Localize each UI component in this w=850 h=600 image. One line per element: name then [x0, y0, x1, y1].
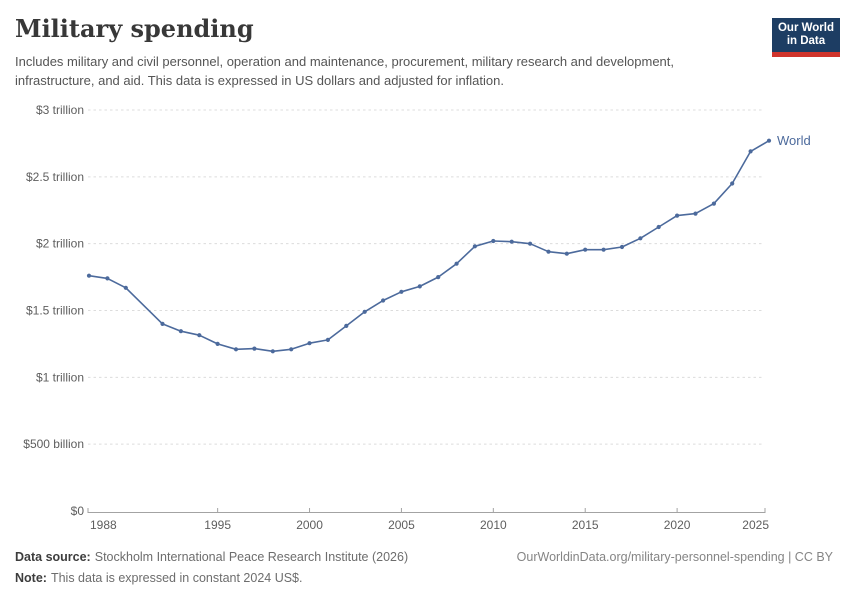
note-label: Note: — [15, 571, 47, 585]
data-point — [362, 309, 367, 314]
data-point — [491, 238, 496, 244]
owid-logo-line2: in Data — [786, 35, 826, 47]
x-tick-label: 2000 — [296, 518, 323, 532]
data-point — [546, 249, 551, 254]
x-axis-line — [87, 508, 766, 513]
data-point — [472, 244, 477, 249]
data-point — [178, 329, 183, 334]
x-tick-label: 2015 — [572, 518, 599, 532]
y-tick-label: $1 trillion — [36, 370, 84, 384]
data-point — [766, 138, 772, 143]
data-point — [675, 213, 680, 218]
y-tick-label: $0 — [71, 504, 85, 518]
data-point — [711, 201, 717, 206]
x-tick-label: 2020 — [664, 518, 691, 532]
data-source-label: Data source: — [15, 550, 91, 564]
x-tick-label: 2010 — [480, 518, 507, 532]
data-point — [270, 349, 275, 354]
series-line-world — [88, 140, 770, 353]
data-point — [528, 241, 533, 246]
note-line: Note: This data is expressed in constant … — [15, 568, 833, 589]
data-source-text: Stockholm International Peace Research I… — [94, 550, 409, 564]
data-point — [638, 236, 643, 241]
data-point — [399, 289, 404, 294]
data-point — [619, 244, 625, 250]
page-subtitle: Includes military and civil personnel, o… — [15, 54, 675, 88]
y-tick-label: $2 trillion — [36, 237, 84, 251]
data-point — [86, 273, 92, 278]
data-point — [454, 261, 459, 266]
data-point — [601, 247, 606, 252]
data-point — [197, 333, 202, 338]
data-point — [730, 181, 735, 186]
owid-logo-line1: Our World — [777, 22, 834, 34]
data-point — [417, 284, 422, 289]
data-point — [105, 276, 110, 281]
data-point — [344, 323, 349, 328]
x-tick-label: 1988 — [90, 518, 117, 532]
y-tick-label: $3 trillion — [36, 103, 84, 117]
data-point — [252, 346, 257, 351]
data-source-line: Data source: Stockholm International Peac… — [15, 547, 408, 568]
data-point — [215, 341, 220, 346]
data-point — [307, 341, 312, 346]
data-point — [160, 321, 165, 326]
chart-header: Military spending Includes military and … — [15, 14, 707, 90]
data-point — [564, 251, 569, 256]
data-point — [381, 298, 386, 303]
x-tick-label: 1995 — [204, 518, 231, 532]
note-text: This data is expressed in constant 2024 … — [50, 571, 303, 585]
data-point — [233, 347, 239, 352]
x-tick-label: 2025 — [742, 518, 769, 532]
page-title: Military spending — [15, 14, 254, 43]
data-point — [693, 211, 698, 216]
data-point — [656, 224, 661, 230]
series-end-label-world: World — [777, 133, 811, 148]
data-point — [583, 247, 588, 252]
owid-logo[interactable]: Our World in Data — [771, 18, 840, 57]
data-point — [436, 275, 441, 280]
citation-link[interactable]: OurWorldinData.org/military-personnel-sp… — [516, 550, 833, 564]
data-point — [325, 337, 330, 342]
y-tick-label: $1.5 trillion — [26, 304, 84, 318]
y-tick-label: $2.5 trillion — [26, 170, 84, 184]
y-tick-label: $500 billion — [23, 437, 84, 451]
chart-footer: Data source: Stockholm International Peac… — [15, 547, 833, 589]
data-point — [509, 239, 514, 244]
x-tick-label: 2005 — [388, 518, 415, 532]
data-point — [123, 285, 128, 290]
data-point — [289, 347, 294, 352]
data-point — [748, 149, 753, 154]
